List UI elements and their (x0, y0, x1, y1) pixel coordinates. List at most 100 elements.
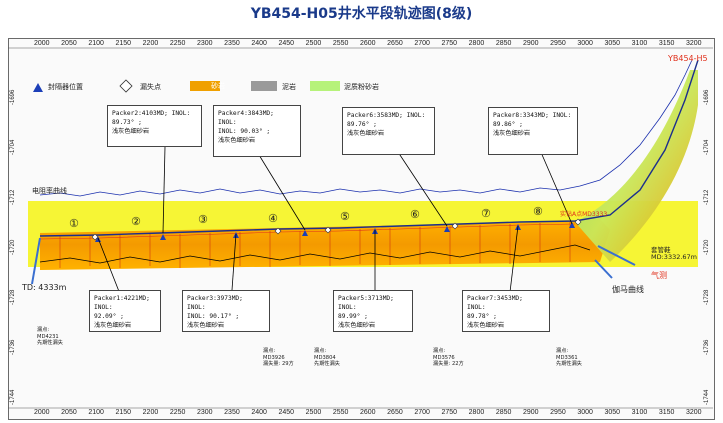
packer-6-box: Packer6:3583MD; INOL: 89.76° ; 浅灰色细砂岩 (342, 107, 435, 155)
trajectory-overlay (39, 223, 576, 240)
y-tick-label: -1712 (704, 189, 710, 205)
x-tick-label: 2150 (115, 40, 132, 47)
packer-2-name: Packer2:4103MD; INOL: (112, 110, 191, 117)
x-tick-label: 2650 (387, 40, 403, 47)
segment-7: ⑦ (481, 207, 491, 220)
y-tick-label: -1696 (10, 89, 16, 105)
packer-4-name: Packer4:3843MD; INOL: (218, 110, 274, 126)
x-tick-label: 3200 (686, 40, 702, 47)
x-tick-label: 2500 (305, 40, 322, 47)
x-tick-label: 2500 (305, 409, 322, 416)
leak-5-label: 漏点: MD3361 先期性漏失 (556, 348, 582, 368)
segment-3: ③ (198, 213, 208, 226)
x-tick-label: 2550 (332, 409, 349, 416)
x-tick-label: 2450 (278, 409, 295, 416)
packer-3-lith: 浅灰色细砂岩 (187, 322, 225, 329)
td-label: TD: 4333m (22, 283, 67, 292)
x-tick-label: 2800 (468, 409, 485, 416)
packer-6-name: Packer6:3583MD; INOL: (347, 112, 426, 119)
leak-2-label: 漏点: MD3926 漏失量: 29方 (263, 348, 294, 368)
y-tick-label: -1720 (10, 239, 16, 255)
x-tick-label: 2650 (387, 409, 403, 416)
x-tick-label: 2750 (441, 40, 458, 47)
x-tick-label: 3150 (658, 409, 675, 416)
leak-1-l3: 先期性漏失 (37, 340, 63, 346)
packer-2-box: Packer2:4103MD; INOL: 89.73° ; 浅灰色细砂岩 (107, 105, 202, 147)
packer-1-name: Packer1:4221MD; INOL: (94, 295, 150, 311)
x-tick-label: 2200 (142, 409, 159, 416)
x-tick-label: 3100 (631, 40, 648, 47)
packer-2-lith: 浅灰色细砂岩 (112, 128, 150, 135)
packer-7-box: Packer7:3453MD; INOL: 89.78° ; 浅灰色细砂岩 (462, 290, 550, 332)
packer-3-name: Packer3:3973MD; INOL: (187, 295, 243, 311)
leak-4-label: 漏点: MD3576 漏失量: 22方 (433, 348, 464, 368)
x-tick-label: 2300 (197, 40, 213, 47)
segment-2: ② (131, 215, 141, 228)
packer-8-name: Packer8:3343MD; INOL: (493, 112, 572, 119)
x-tick-label: 2900 (523, 409, 539, 416)
segment-4: ④ (268, 212, 278, 225)
leak-4-l3: 漏失量: 22方 (433, 361, 464, 367)
legend-packer-swatch (33, 83, 43, 92)
x-tick-label: 2850 (495, 40, 512, 47)
arrows (31, 237, 636, 285)
packer-2-incl: 89.73° ; (112, 119, 142, 126)
packer-6-lith: 浅灰色细砂岩 (347, 130, 385, 137)
packer-1-box: Packer1:4221MD; INOL: 92.09° ; 浅灰色细砂岩 (89, 290, 161, 332)
x-tick-label: 2750 (441, 409, 458, 416)
x-tick-label: 2350 (224, 40, 240, 47)
packer-4-lith: 浅灰色细砂岩 (218, 137, 256, 144)
legend-sand-swatch (190, 81, 220, 91)
legend-siltstone-label: 泥质粉砂岩 (344, 83, 379, 91)
x-tick-label: 2900 (523, 40, 539, 47)
legend-leak-swatch (119, 79, 133, 93)
gamma-curve (39, 244, 591, 264)
y-tick-label: -1696 (704, 89, 710, 105)
x-tick-label: 2950 (550, 40, 566, 47)
well-label: YB454-H5 (668, 54, 708, 63)
x-tick-label: 2200 (142, 40, 159, 47)
legend-mudstone-label: 泥岩 (282, 83, 296, 91)
x-tick-label: 2450 (278, 40, 295, 47)
y-tick-label: -1704 (10, 139, 16, 155)
leader-lines (97, 146, 573, 295)
x-tick-label: 3100 (631, 409, 648, 416)
packer-7-name: Packer7:3453MD; INOL: (467, 295, 523, 311)
x-tick-label: 2000 (34, 409, 50, 416)
leak-4-l1: 漏点: (433, 348, 446, 354)
packer-5-lith: 浅灰色细砂岩 (338, 322, 376, 329)
casing-shoe-label: 套管鞋 (651, 246, 671, 254)
leak-2-l2: MD3926 (263, 354, 285, 361)
y-tick-label: -1744 (704, 389, 710, 405)
leak-5-l2: MD3361 (556, 354, 578, 361)
packer-4-box: Packer4:3843MD; INOL: INOL: 90.03° ; 浅灰色… (213, 105, 301, 157)
segment-1: ① (69, 217, 79, 230)
legend-sand-label: 砂岩 (211, 82, 225, 90)
x-tick-label: 3200 (686, 409, 702, 416)
x-tick-label: 2100 (88, 40, 104, 47)
leak-3-l1: 漏点: (314, 348, 327, 354)
y-tick-label: -1720 (704, 239, 710, 255)
segment-8: ⑧ (533, 205, 543, 218)
x-tick-label: 2400 (251, 40, 267, 47)
legend-packer-label: 封隔器位置 (48, 83, 83, 91)
x-tick-label: 2150 (115, 409, 132, 416)
leak-5-l1: 漏点: (556, 348, 569, 354)
packer-1-lith: 浅灰色细砂岩 (94, 322, 132, 329)
leak-2-l3: 漏失量: 29方 (263, 361, 294, 367)
x-tick-label: 3150 (658, 40, 675, 47)
x-tick-label: 2700 (414, 409, 430, 416)
packer-8-lith: 浅灰色细砂岩 (493, 130, 531, 137)
x-tick-label: 2400 (251, 409, 267, 416)
y-tick-label: -1712 (10, 189, 16, 205)
legend-mudstone-swatch (251, 81, 277, 91)
leak-3-label: 漏点: MD3804 先期性漏失 (314, 348, 340, 368)
x-tick-label: 2300 (197, 409, 213, 416)
gamma-label: 伽马曲线 (612, 285, 644, 294)
x-tick-label: 2350 (224, 409, 240, 416)
leak-3-l2: MD3804 (314, 354, 336, 361)
packer-8-incl: 89.86° ; (493, 121, 523, 128)
legend-leak-label: 漏失点 (140, 83, 161, 91)
leak-5-l3: 先期性漏失 (556, 361, 582, 367)
